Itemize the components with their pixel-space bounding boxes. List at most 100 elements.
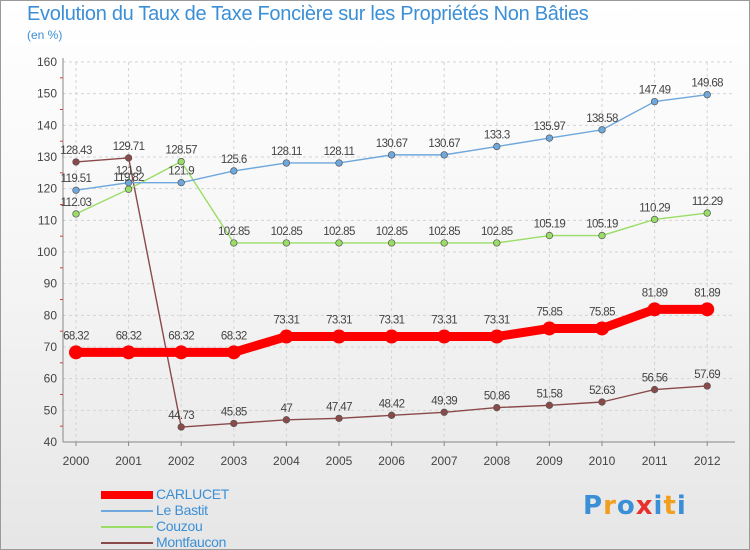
data-label-le-bastit: 121.9	[168, 166, 194, 178]
data-label-montfaucon: 47.47	[326, 401, 352, 413]
data-point-carlucet	[489, 329, 504, 344]
data-point-carlucet	[226, 345, 241, 360]
y-tick-label: 140	[37, 118, 57, 132]
data-label-couzou: 102.85	[323, 226, 355, 238]
data-label-montfaucon: 51.58	[537, 388, 563, 400]
data-label-couzou: 102.85	[271, 226, 303, 238]
logo-letter: t	[663, 491, 677, 521]
y-tick-label: 60	[44, 372, 58, 386]
data-point-le-bastit	[440, 151, 448, 159]
data-label-le-bastit: 133.3	[484, 130, 510, 142]
data-point-montfaucon	[72, 158, 80, 166]
data-point-montfaucon	[177, 423, 185, 431]
data-label-carlucet: 68.32	[116, 330, 142, 342]
data-point-le-bastit	[703, 91, 711, 99]
legend-label-carlucet: CARLUCET	[156, 486, 230, 502]
x-tick-label: 2012	[694, 454, 721, 468]
data-point-couzou	[230, 239, 238, 247]
x-tick-label: 2010	[589, 454, 616, 468]
x-tick-label: 2011	[642, 454, 668, 468]
logo-letter: P	[583, 491, 604, 521]
data-point-couzou	[177, 157, 185, 166]
data-point-montfaucon	[598, 398, 606, 406]
data-label-carlucet: 73.31	[274, 315, 300, 327]
data-point-le-bastit	[650, 97, 659, 106]
data-label-carlucet: 81.89	[694, 287, 720, 299]
data-point-le-bastit	[598, 126, 606, 134]
data-label-carlucet: 68.32	[221, 330, 247, 342]
y-tick-label: 160	[37, 55, 57, 69]
axes	[62, 58, 735, 443]
data-point-couzou	[387, 239, 396, 247]
data-label-carlucet: 68.32	[168, 330, 194, 342]
legend-swatch-carlucet	[101, 491, 153, 499]
data-label-montfaucon: 129.71	[113, 141, 145, 153]
logo-letter: x	[635, 491, 654, 521]
x-tick-label: 2005	[326, 454, 353, 468]
data-label-le-bastit: 121.9	[116, 166, 142, 178]
data-label-le-bastit: 130.67	[376, 138, 408, 150]
data-point-carlucet	[174, 345, 189, 360]
data-label-couzou: 112.03	[61, 197, 92, 209]
data-point-le-bastit	[545, 134, 554, 142]
logo-letter: r	[603, 491, 617, 521]
data-point-le-bastit	[230, 167, 238, 175]
data-point-le-bastit	[177, 178, 185, 187]
data-label-carlucet: 81.89	[642, 287, 668, 299]
proxiti-logo: Proxiti	[583, 491, 687, 521]
x-tick-label: 2002	[168, 454, 195, 468]
data-point-carlucet	[437, 329, 452, 344]
data-point-carlucet	[542, 321, 557, 336]
chart-title: Evolution du Taux de Taxe Foncière sur l…	[27, 3, 589, 25]
data-label-couzou: 112.29	[692, 196, 723, 208]
data-label-carlucet: 68.32	[63, 330, 89, 342]
grid	[60, 61, 735, 443]
y-tick-label: 150	[37, 87, 57, 101]
data-point-montfaucon	[545, 401, 554, 409]
legend-swatch-couzou	[101, 526, 153, 528]
data-label-montfaucon: 128.43	[60, 145, 92, 157]
data-point-couzou	[650, 215, 659, 224]
data-label-couzou: 105.19	[534, 219, 566, 231]
data-label-le-bastit: 128.11	[324, 146, 355, 158]
y-tick-label: 40	[44, 435, 58, 449]
data-point-couzou	[124, 185, 133, 193]
data-label-carlucet: 73.31	[379, 315, 405, 327]
data-point-le-bastit	[72, 186, 80, 194]
data-point-montfaucon	[440, 408, 448, 416]
logo-letter: i	[653, 491, 664, 521]
y-tick-label: 110	[38, 213, 57, 227]
x-tick-label: 2003	[220, 454, 247, 468]
data-point-montfaucon	[282, 416, 291, 424]
data-label-montfaucon: 57.69	[694, 369, 720, 381]
data-labels: 68.32 68.32 68.32 68.32 73.31 73.31 73.31 73.31…	[60, 78, 724, 422]
data-point-couzou	[703, 209, 711, 217]
data-label-le-bastit: 125.6	[221, 154, 247, 166]
y-tick-label: 120	[37, 182, 57, 196]
data-label-couzou: 128.57	[165, 145, 197, 157]
data-point-couzou	[72, 210, 80, 218]
x-tick-label: 2008	[483, 454, 510, 468]
data-label-couzou: 105.19	[586, 219, 618, 231]
data-label-montfaucon: 47	[281, 403, 293, 415]
data-label-carlucet: 73.31	[431, 315, 457, 327]
x-tick-label: 2004	[273, 454, 300, 468]
data-label-montfaucon: 56.56	[642, 373, 668, 385]
data-point-montfaucon	[124, 154, 133, 162]
data-label-couzou: 102.85	[376, 226, 408, 238]
y-tick-label: 70	[44, 340, 58, 354]
data-label-le-bastit: 138.58	[586, 113, 618, 125]
data-label-montfaucon: 52.63	[589, 385, 615, 397]
data-point-le-bastit	[387, 151, 396, 159]
data-point-montfaucon	[387, 411, 396, 419]
data-point-carlucet	[595, 321, 609, 336]
data-label-carlucet: 75.85	[589, 306, 615, 318]
data-label-carlucet: 73.31	[484, 315, 510, 327]
y-tick-label: 80	[44, 308, 58, 322]
data-point-couzou	[598, 231, 606, 240]
data-point-couzou	[440, 239, 448, 247]
data-label-couzou: 110.29	[639, 202, 670, 214]
data-label-carlucet: 75.85	[537, 306, 563, 318]
data-label-le-bastit: 147.49	[639, 85, 671, 97]
